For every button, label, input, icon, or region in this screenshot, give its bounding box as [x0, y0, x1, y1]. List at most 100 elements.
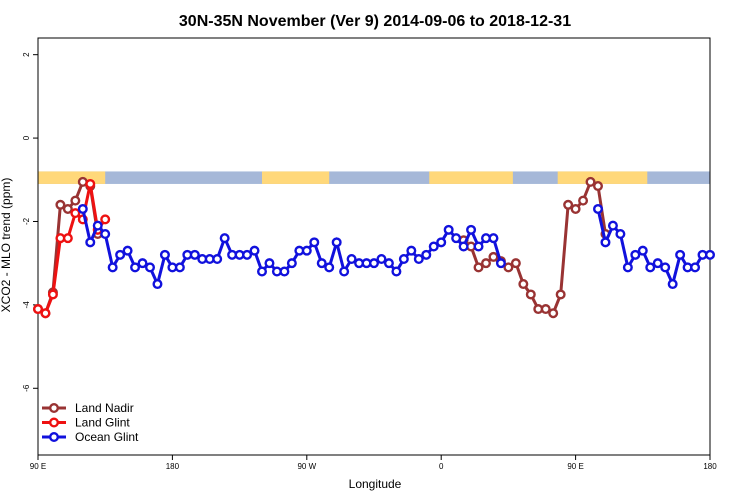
series-1-point-2 [47, 289, 58, 300]
series-2-point-55 [488, 233, 499, 244]
y-axis-label: XCO2 - MLO trend (ppm) [0, 178, 13, 313]
series-2-point-3 [100, 228, 111, 239]
series-2-point-33 [324, 262, 335, 273]
series-2-point-53 [473, 241, 484, 252]
series-2-point-73 [622, 262, 633, 273]
series-2-point-19 [219, 233, 230, 244]
land-segment-0 [38, 171, 106, 184]
legend-label-2: Ocean Glint [75, 430, 139, 444]
series-2 [77, 203, 716, 290]
series-2-point-1 [85, 237, 96, 248]
x-tick-label-0: 90 E [30, 462, 46, 471]
x-tick-label-3: 0 [439, 462, 444, 471]
series-0-point-27 [585, 176, 596, 187]
series-0 [33, 176, 611, 319]
series-2-point-23 [249, 245, 260, 256]
series-0-point-12 [473, 262, 484, 273]
series-0-point-26 [578, 195, 589, 206]
legend-label-1: Land Glint [75, 416, 130, 430]
series-2-point-50 [451, 233, 462, 244]
x-tick-label-4: 90 E [567, 462, 583, 471]
land-segment-3 [557, 171, 648, 184]
series-2-point-2 [92, 220, 103, 231]
series-0-point-19 [525, 289, 536, 300]
series-2-point-80 [675, 249, 686, 260]
series-2-point-15 [189, 249, 200, 260]
series-2-point-7 [130, 262, 141, 273]
series-0-point-25 [570, 203, 581, 214]
series-2-point-4 [107, 262, 118, 273]
series-2-point-6 [122, 245, 133, 256]
chart-title: 30N-35N November (Ver 9) 2014-09-06 to 2… [179, 13, 571, 30]
y-tick-label-3: -4 [22, 301, 31, 309]
series-0-point-18 [518, 279, 529, 290]
series-2-point-78 [660, 262, 671, 273]
series-2-point-76 [645, 262, 656, 273]
series-2-point-56 [495, 258, 506, 269]
x-tick-label-5: 180 [703, 462, 717, 471]
series-2-point-30 [301, 245, 312, 256]
series-0-point-16 [503, 262, 514, 273]
series-2-line-1 [596, 208, 710, 289]
land-segment-2 [429, 171, 513, 184]
series-0-point-13 [481, 258, 492, 269]
series-2-point-18 [212, 254, 223, 265]
series-2-point-5 [115, 249, 126, 260]
series-2-point-44 [406, 245, 417, 256]
series-2-point-32 [316, 258, 327, 269]
series-1-point-5 [70, 208, 81, 219]
series-1-point-7 [85, 178, 96, 189]
series-2-point-27 [279, 266, 290, 277]
series-2-point-70 [600, 237, 611, 248]
series-2-point-28 [286, 258, 297, 269]
series-2-point-9 [144, 262, 155, 273]
series-2-point-13 [174, 262, 185, 273]
legend-marker-1 [49, 417, 60, 428]
series-0-line-0 [37, 179, 100, 316]
series-2-point-22 [242, 249, 253, 260]
series-2-point-49 [443, 224, 454, 235]
series-2-point-25 [264, 258, 275, 269]
series-layer [33, 176, 716, 319]
x-axis-label: Longitude [349, 477, 402, 491]
series-2-point-47 [428, 241, 439, 252]
x-tick-label-2: 90 W [297, 462, 316, 471]
series-1-point-4 [62, 233, 73, 244]
series-0-point-5 [70, 195, 81, 206]
series-2-point-52 [466, 224, 477, 235]
series-1-line-0 [37, 183, 107, 316]
series-2-point-41 [383, 258, 394, 269]
land-mask [38, 171, 710, 184]
series-1-point-0 [33, 304, 44, 315]
series-2-point-77 [652, 258, 663, 269]
series-2-point-11 [159, 249, 170, 260]
series-2-point-69 [593, 203, 604, 214]
series-2-point-10 [152, 279, 163, 290]
series-2-point-84 [705, 249, 716, 260]
series-2-point-45 [413, 254, 424, 265]
series-2-point-46 [421, 249, 432, 260]
series-2-point-36 [346, 254, 357, 265]
series-2-point-48 [436, 237, 447, 248]
plot-frame [37, 37, 711, 456]
series-0-point-23 [555, 289, 566, 300]
series-2-point-72 [615, 228, 626, 239]
series-2-point-8 [137, 258, 148, 269]
series-0-point-28 [593, 181, 604, 192]
series-2-point-51 [458, 241, 469, 252]
x-axis: 90 E 180 90 W 0 90 E 180 [30, 455, 717, 471]
series-2-point-71 [607, 220, 618, 231]
series-0-point-4 [62, 203, 73, 214]
series-0-point-24 [563, 199, 574, 210]
series-2-point-75 [637, 245, 648, 256]
series-0-point-21 [540, 304, 551, 315]
series-2-point-31 [309, 237, 320, 248]
legend-label-0: Land Nadir [75, 401, 134, 415]
y-axis: 2 0 -2 -4 -6 [22, 52, 38, 392]
series-2-point-43 [398, 254, 409, 265]
series-2-point-42 [391, 266, 402, 277]
ocean-band [38, 171, 710, 184]
series-1-point-9 [100, 214, 111, 225]
